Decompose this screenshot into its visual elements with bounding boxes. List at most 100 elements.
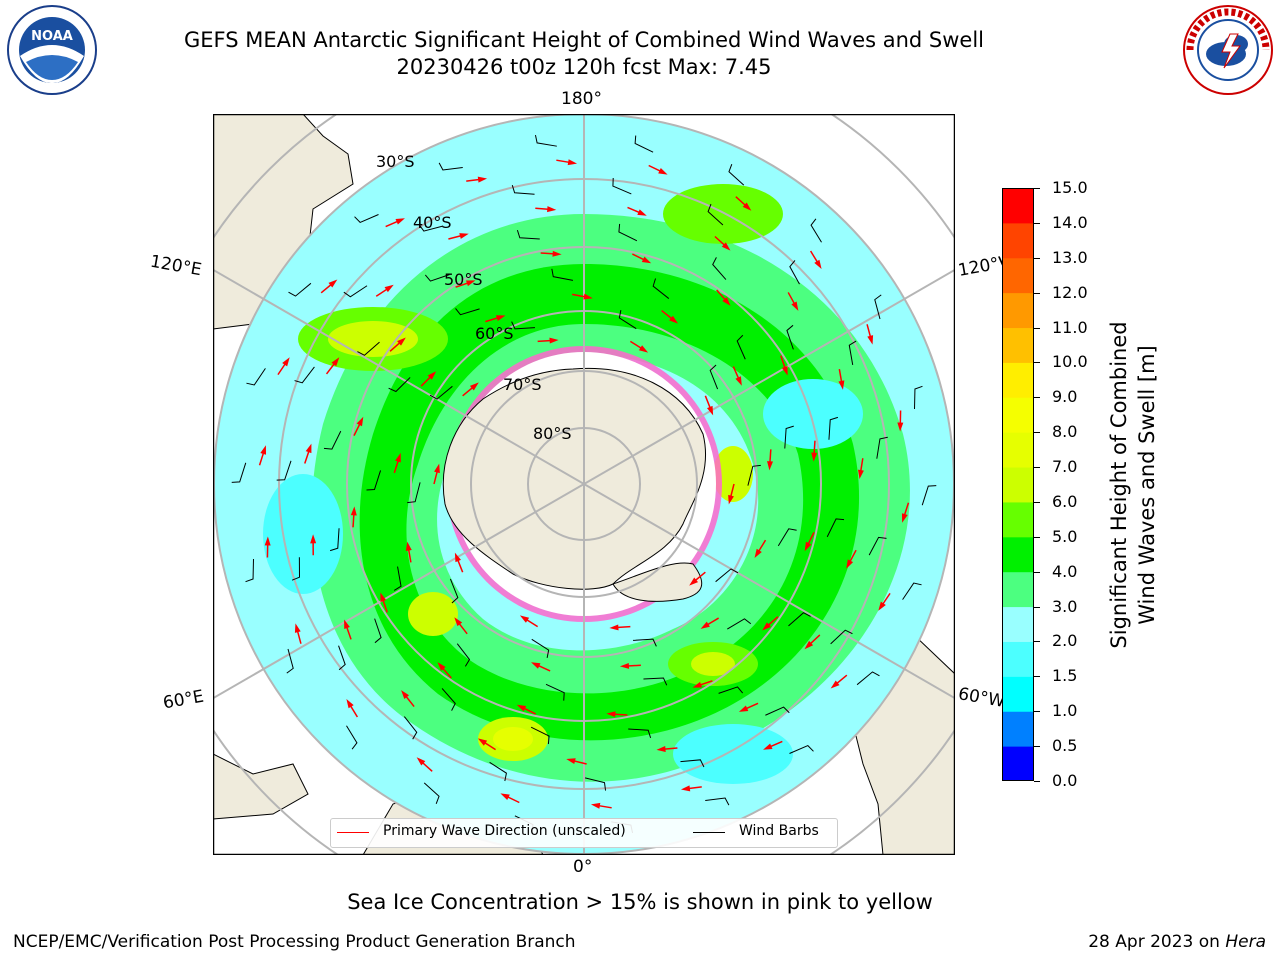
lat-label-80s: 80°S xyxy=(533,424,572,443)
wind-barb-legend-label: Wind Barbs xyxy=(739,823,819,839)
wave-direction-swatch xyxy=(337,832,369,833)
wind-barb xyxy=(643,677,668,686)
wave-direction-arrowhead xyxy=(405,541,412,552)
wind-barb xyxy=(709,364,719,390)
wind-barb xyxy=(456,643,471,667)
wind-barb xyxy=(276,460,292,481)
wave-direction-arrowhead xyxy=(857,469,864,479)
wind-barb xyxy=(343,285,368,298)
sea-ice-note: Sea Ice Concentration > 15% is shown in … xyxy=(347,890,933,914)
lat-label-40s: 40°S xyxy=(413,213,452,232)
wave-direction-arrowhead xyxy=(669,315,679,324)
wind-barb xyxy=(652,278,670,299)
colorbar-bin xyxy=(1002,257,1034,294)
footer-credit: NCEP/EMC/Verification Post Processing Pr… xyxy=(13,932,576,952)
wind-barb xyxy=(291,557,301,581)
colorbar-bin xyxy=(1002,432,1034,468)
lat-label-60s: 60°S xyxy=(475,324,514,343)
lat-label-70s: 70°S xyxy=(503,375,542,394)
wind-barb xyxy=(449,578,459,604)
wind-barb xyxy=(286,648,294,674)
wave-direction-arrowhead xyxy=(638,345,649,353)
wave-direction-arrowhead xyxy=(380,592,387,603)
wave-direction-arrowhead xyxy=(707,405,714,416)
colorbar-tick-mark xyxy=(1034,641,1040,643)
wind-barb xyxy=(789,260,800,285)
wave-direction-arrowhead xyxy=(804,541,812,552)
wave-direction-arrowhead xyxy=(395,452,401,463)
wave-direction-arrowhead xyxy=(519,615,530,623)
wind-barb xyxy=(516,229,540,240)
wave-direction-arrowhead xyxy=(735,376,742,386)
wave-direction-arrowhead xyxy=(344,619,350,630)
wind-barb xyxy=(830,629,853,645)
colorbar-bin xyxy=(1002,397,1034,433)
wave-direction-arrowhead xyxy=(590,802,601,809)
wave-direction-arrowhead xyxy=(814,259,822,269)
wind-barb xyxy=(357,341,380,356)
colorbar-tick-label: 7.0 xyxy=(1052,457,1078,477)
wave-direction-arrowhead xyxy=(547,206,557,213)
wave-direction-arrowhead xyxy=(791,301,799,311)
colorbar-bin xyxy=(1002,222,1034,259)
colorbar-tick-mark xyxy=(1034,432,1040,434)
wave-direction-arrowhead xyxy=(728,494,734,505)
wave-direction-arrowhead xyxy=(619,662,630,669)
colorbar-tick-mark xyxy=(1034,571,1040,573)
colorbar-tick-label: 6.0 xyxy=(1052,491,1078,511)
colorbar-tick-mark xyxy=(1034,397,1040,399)
wave-direction-arrowhead xyxy=(754,548,762,559)
wave-direction-arrowhead xyxy=(454,552,461,563)
wind-barb xyxy=(777,528,797,547)
wave-direction-arrowhead xyxy=(658,168,668,175)
wave-direction-arrowhead xyxy=(830,680,840,689)
wind-barb-swatch xyxy=(693,832,725,833)
footer-date-text: 28 Apr 2023 on xyxy=(1088,932,1226,952)
wave-direction-arrowhead xyxy=(531,662,541,669)
lon-label-0: 0° xyxy=(573,857,593,877)
colorbar-bin xyxy=(1002,641,1034,677)
wave-direction-arrowhead xyxy=(552,250,562,257)
wave-direction-arrowhead xyxy=(767,461,774,471)
wind-barb xyxy=(403,716,418,740)
wave-direction-arrowhead xyxy=(264,536,271,546)
wave-direction-arrowhead xyxy=(260,445,267,455)
wave-direction-arrowhead xyxy=(763,743,773,750)
wind-barb xyxy=(826,518,845,538)
wind-barb xyxy=(828,416,839,440)
polar-map xyxy=(213,114,955,855)
wave-direction-arrowhead xyxy=(689,577,699,586)
wave-direction-legend-label: Primary Wave Direction (unscaled) xyxy=(383,823,626,839)
colorbar-bin xyxy=(1002,501,1034,538)
wave-direction-arrowhead xyxy=(583,293,593,300)
wind-barb xyxy=(511,184,535,195)
noaa-logo: NOAA xyxy=(7,5,97,95)
colorbar-tick-label: 11.0 xyxy=(1052,317,1088,337)
colorbar-tick-mark xyxy=(1034,676,1040,678)
wind-barb xyxy=(329,528,340,552)
colorbar-tick-mark xyxy=(1034,257,1040,259)
wave-direction-arrowhead xyxy=(305,443,312,454)
wave-direction-arrowhead xyxy=(811,452,818,462)
colorbar-tick-label: 5.0 xyxy=(1052,526,1078,546)
wave-direction-arrowhead xyxy=(328,279,338,288)
wave-direction-arrowhead xyxy=(838,380,845,390)
wave-direction-arrowhead xyxy=(804,640,814,650)
wind-barb xyxy=(848,340,857,366)
wave-direction-arrowhead xyxy=(416,757,426,766)
wind-barb xyxy=(424,274,450,282)
wind-barb xyxy=(429,385,453,400)
wind-barb xyxy=(231,462,247,483)
wave-direction-arrowhead xyxy=(384,284,394,293)
wave-direction-arrowhead xyxy=(680,785,691,792)
colorbar-bin xyxy=(1002,711,1034,747)
wave-direction-arrowhead xyxy=(465,280,476,287)
wind-barb xyxy=(786,324,794,350)
wind-barb xyxy=(874,294,882,320)
wind-barb xyxy=(618,223,638,242)
colorbar-bin xyxy=(1002,536,1034,573)
wave-direction-arrowhead xyxy=(346,699,354,709)
wind-barb xyxy=(511,321,535,330)
colorbar-tick-mark xyxy=(1034,501,1040,503)
wave-direction-arrowhead xyxy=(738,705,749,712)
